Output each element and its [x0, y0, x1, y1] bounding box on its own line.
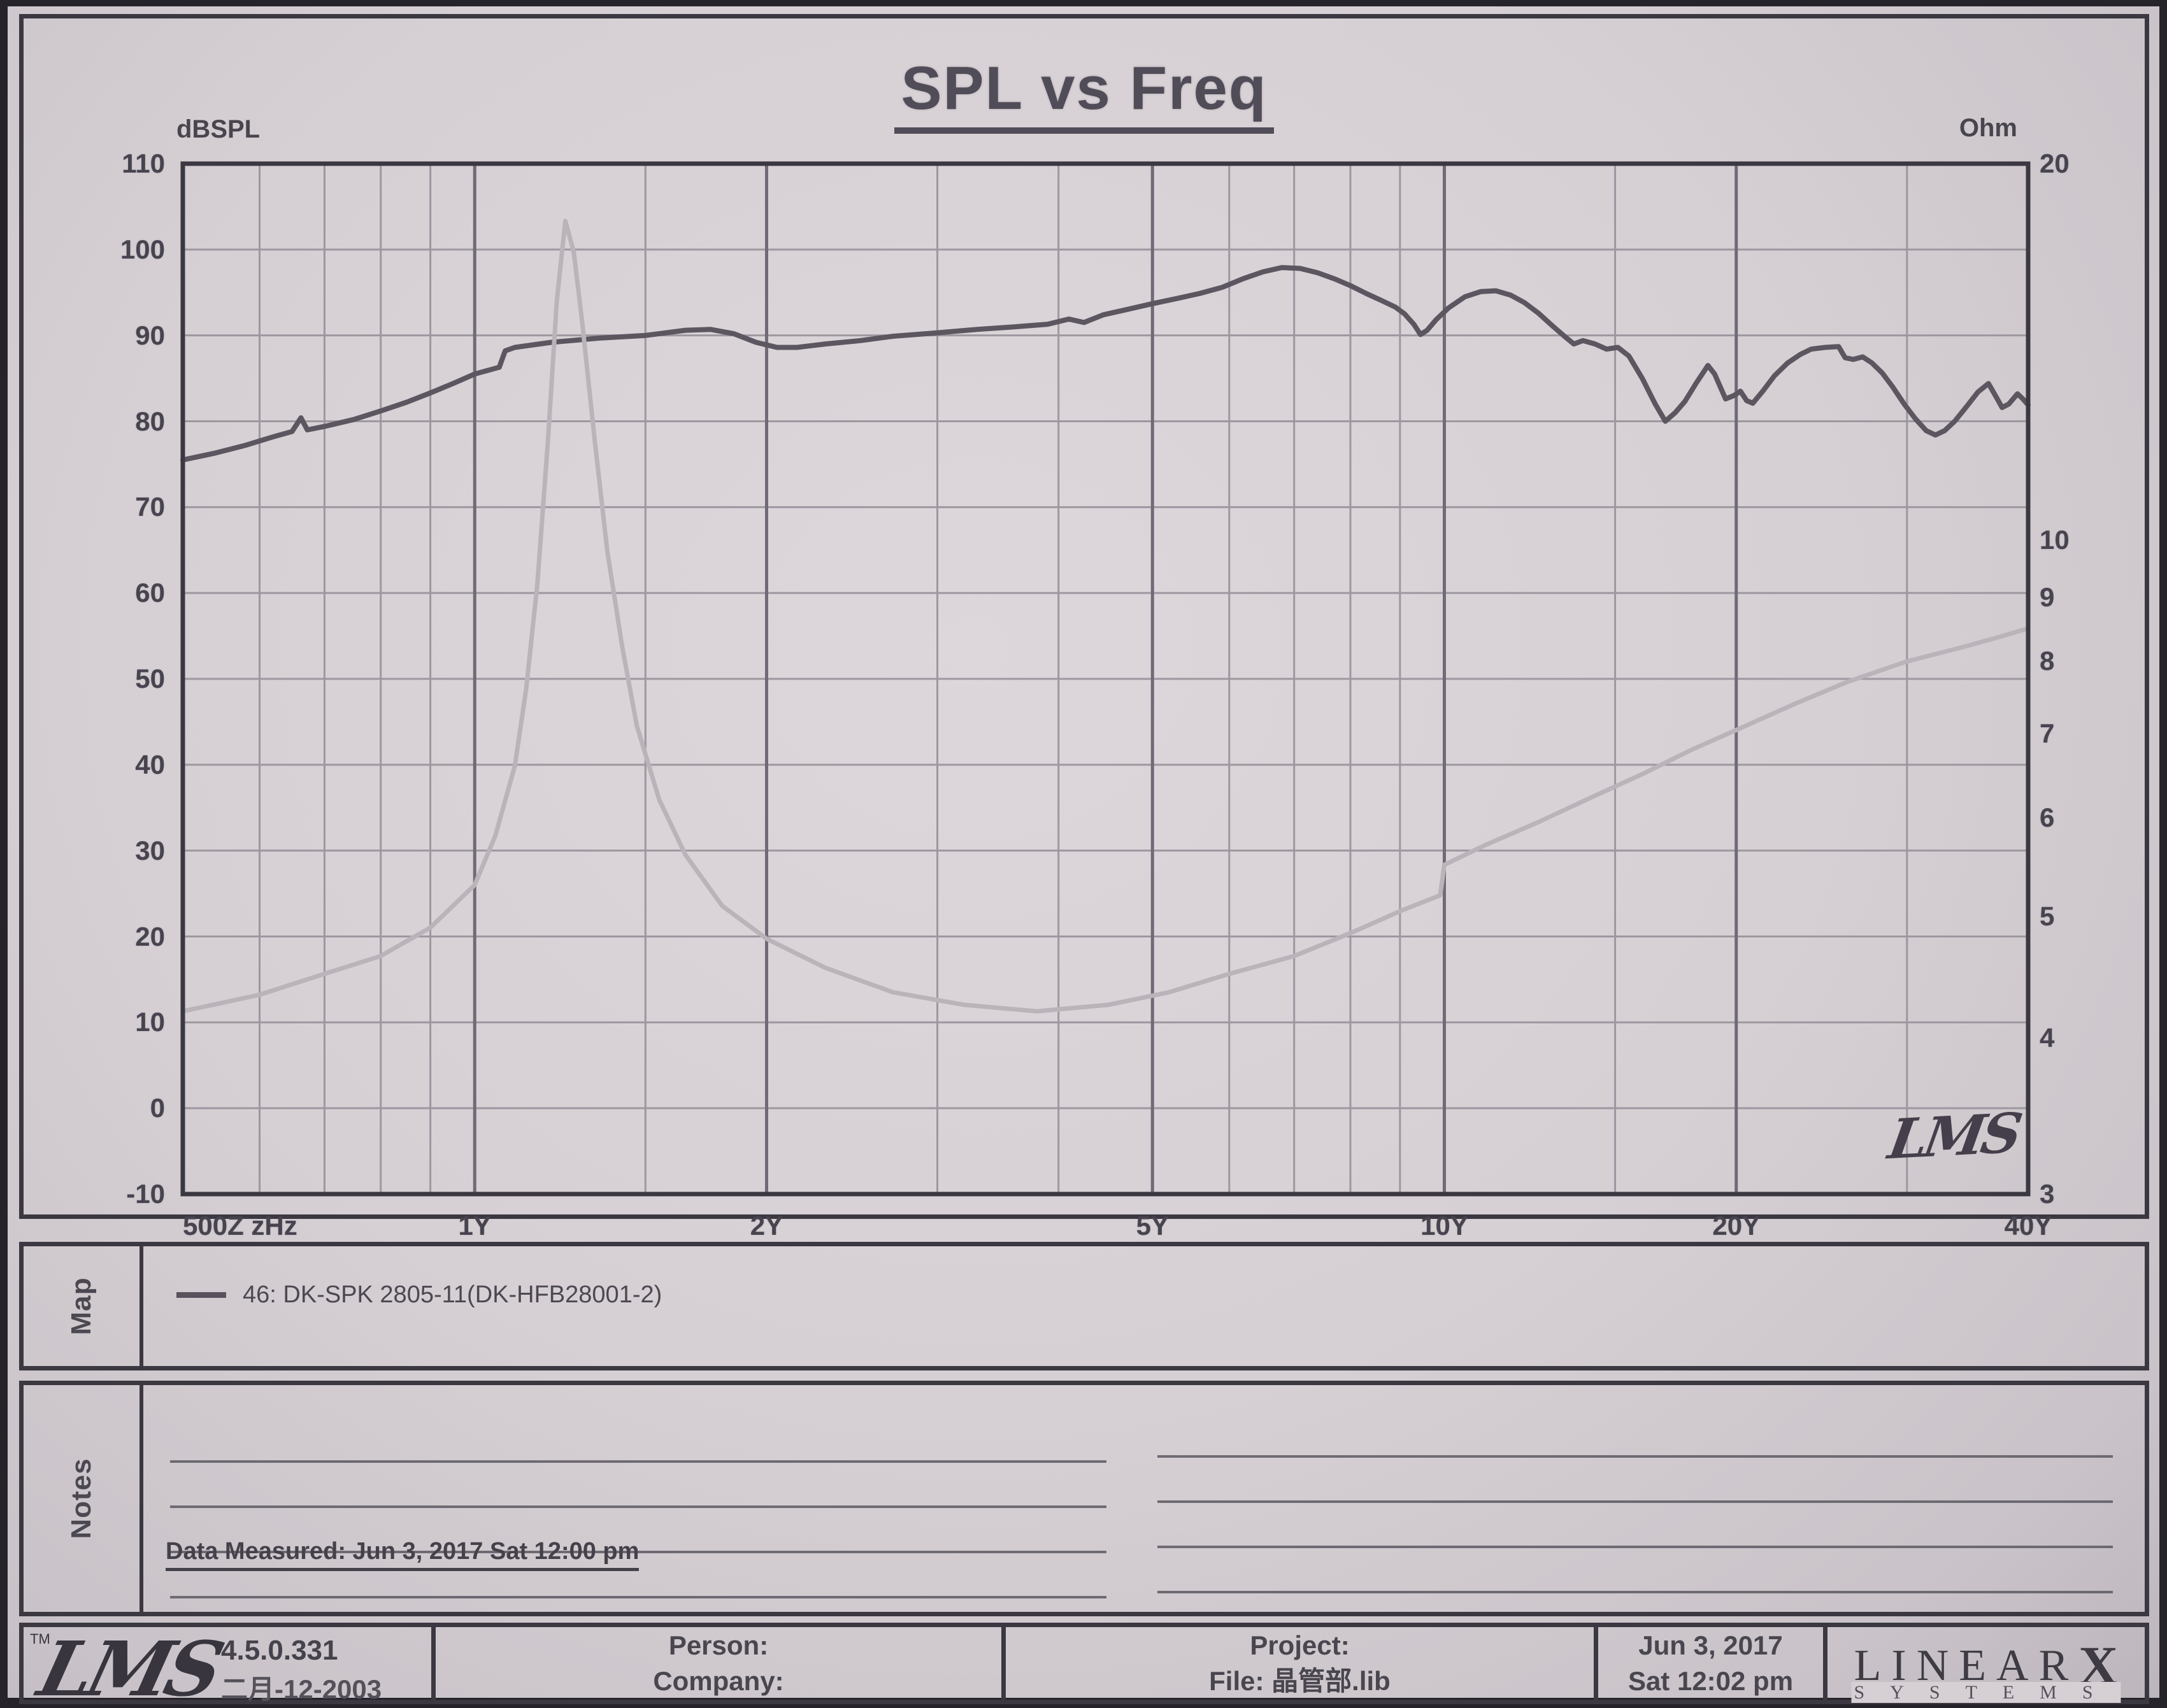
right-axis-tick: 7 [2040, 718, 2055, 749]
lms-plot-watermark: LMS [1884, 1100, 2023, 1172]
x-axis-tick: 5Y [1136, 1211, 1169, 1241]
left-axis-tick: 50 [135, 664, 165, 694]
lms-logo: LMS [30, 1625, 228, 1708]
x-axis-tick: 10Y [1420, 1211, 1468, 1241]
footer-lms-cell: TM LMS 4.5.0.331 二月-12-2003 [24, 1625, 431, 1708]
x-axis-tick: 40Y [2004, 1211, 2052, 1241]
right-axis-tick: 9 [2040, 582, 2055, 613]
map-side-label: Map [66, 1277, 97, 1335]
left-axis-tick: 40 [135, 749, 165, 779]
left-axis-tick: -10 [126, 1179, 165, 1209]
note-rule [170, 1551, 1106, 1553]
map-side-strip: Map [24, 1246, 143, 1366]
right-axis-tick: 5 [2040, 901, 2055, 932]
left-axis-tick: 10 [135, 1007, 165, 1037]
chart-title: SPL vs Freq [24, 53, 2145, 134]
company-label: Company: [653, 1666, 784, 1696]
right-axis-tick: 6 [2040, 802, 2055, 832]
linearx-systems-text: SYSTEMS [1851, 1682, 2121, 1704]
right-axis-tick: 8 [2040, 646, 2055, 676]
footer-panel: TM LMS 4.5.0.331 二月-12-2003 Person: Comp… [19, 1623, 2149, 1708]
footer-person-cell: Person: Company: [431, 1627, 1001, 1700]
note-rule [170, 1505, 1106, 1508]
chart-panel: SPL vs Freq dBSPL Ohm 110 100 90 80 70 60 50 40… [19, 14, 2149, 1241]
note-rule [170, 1596, 1106, 1598]
left-axis-tick: 20 [135, 921, 165, 951]
lms-version: 4.5.0.331 [221, 1635, 338, 1666]
footer-linearx-cell: LINEARX SYSTEMS [1823, 1627, 2145, 1704]
note-rule [1157, 1500, 2113, 1503]
note-rule [1157, 1591, 2113, 1593]
file-label: File: 晶管部.lib [1209, 1666, 1391, 1696]
legend-row: 46: DK-SPK 2805-11(DK-HFB28001-2) [176, 1281, 662, 1309]
trademark-symbol: TM [30, 1631, 50, 1647]
left-axis-tick: 30 [135, 835, 165, 865]
x-axis-tick: 2Y [750, 1211, 783, 1241]
note-rule [1157, 1455, 2113, 1458]
paper-background: SPL vs Freq dBSPL Ohm 110 100 90 80 70 60 50 40… [8, 6, 2159, 1708]
x-axis-tick: 20Y [1712, 1211, 1761, 1241]
spl-vs-freq-plot [180, 161, 2031, 1197]
right-axis-tick: 3 [2040, 1179, 2055, 1209]
left-axis-tick: 110 [122, 148, 165, 178]
left-axis-tick: 60 [135, 578, 165, 608]
right-axis-tick: 10 [2040, 525, 2070, 555]
left-axis-tick: 70 [135, 492, 165, 522]
spl-curve [180, 265, 2031, 463]
person-label: Person: [668, 1630, 769, 1660]
map-panel: Map 46: DK-SPK 2805-11(DK-HFB28001-2) [19, 1242, 2149, 1370]
notes-panel: Notes [19, 1381, 2149, 1616]
footer-date-cell: Jun 3, 2017 Sat 12:02 pm [1594, 1627, 1823, 1700]
x-axis-tick: 500Z zHz [183, 1211, 297, 1241]
note-rule [170, 1460, 1106, 1463]
print-date: Jun 3, 2017 [1638, 1630, 1783, 1660]
right-axis-tick: 20 [2040, 148, 2070, 178]
legend-line-swatch [176, 1292, 226, 1298]
x-axis-tick: 1Y [458, 1211, 491, 1241]
legend-text: 46: DK-SPK 2805-11(DK-HFB28001-2) [243, 1281, 662, 1308]
left-axis-tick: 80 [135, 406, 165, 436]
left-axis-tick: 90 [135, 320, 165, 350]
left-axis-tick: 0 [150, 1093, 165, 1123]
left-axis-tick: 100 [120, 234, 165, 264]
notes-side-label: Notes [66, 1458, 97, 1539]
lms-version-date: 二月-12-2003 [221, 1674, 382, 1704]
right-axis-unit: Ohm [1959, 114, 2017, 142]
data-measured-text: Data Measured: Jun 3, 2017 Sat 12:00 pm [166, 1538, 640, 1571]
print-time: Sat 12:02 pm [1627, 1666, 1794, 1696]
project-label: Project: [1250, 1630, 1350, 1660]
impedance-curve [180, 218, 2031, 1014]
note-rule [1157, 1546, 2113, 1548]
right-axis-tick: 4 [2040, 1022, 2055, 1053]
left-axis-unit: dBSPL [176, 115, 261, 143]
notes-side-strip: Notes [24, 1385, 143, 1612]
plot-border [180, 161, 2031, 1197]
footer-project-cell: Project: File: 晶管部.lib [1001, 1627, 1594, 1700]
